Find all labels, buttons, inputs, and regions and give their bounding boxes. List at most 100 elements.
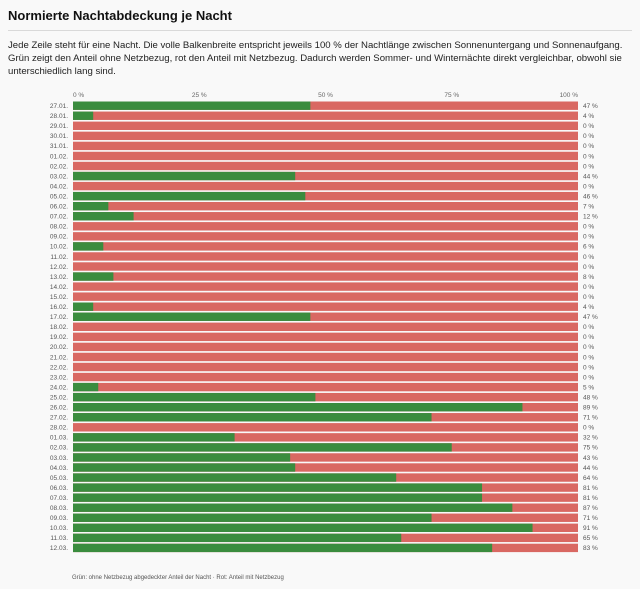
- value-label: 0 %: [583, 143, 594, 150]
- row-label: 28.01.: [50, 113, 68, 120]
- bar-grid-share: [73, 282, 578, 291]
- value-label: 44 %: [583, 173, 598, 180]
- value-label: 91 %: [583, 525, 598, 532]
- row-label: 17.02.: [50, 314, 68, 321]
- bar-covered-share: [73, 242, 104, 251]
- row-label: 09.03.: [50, 515, 68, 522]
- row-label: 20.02.: [50, 344, 68, 351]
- row-label: 10.03.: [50, 525, 68, 532]
- bar-covered-share: [73, 513, 432, 522]
- row-label: 30.01.: [50, 133, 68, 140]
- bar-covered-share: [73, 503, 513, 512]
- value-label: 0 %: [583, 163, 594, 170]
- row-label: 13.02.: [50, 274, 68, 281]
- bar-grid-share: [73, 433, 578, 442]
- bar-grid-share: [73, 252, 578, 261]
- row-label: 19.02.: [50, 334, 68, 341]
- row-label: 15.02.: [50, 294, 68, 301]
- value-label: 0 %: [583, 334, 594, 341]
- bar-grid-share: [73, 292, 578, 301]
- bar-covered-share: [73, 191, 306, 201]
- row-label: 12.03.: [50, 545, 68, 552]
- bar-covered-share: [73, 443, 452, 452]
- row-label: 04.02.: [50, 183, 68, 190]
- bar-covered-share: [73, 493, 483, 502]
- x-tick-label: 75 %: [444, 92, 459, 99]
- x-tick-label: 25 %: [192, 92, 207, 99]
- value-label: 0 %: [583, 324, 594, 331]
- bar-grid-share: [73, 453, 578, 462]
- value-label: 48 %: [583, 394, 598, 401]
- x-tick-label: 50 %: [318, 92, 333, 99]
- value-label: 0 %: [583, 364, 594, 371]
- bar-grid-share: [73, 131, 578, 141]
- bar-covered-share: [73, 272, 114, 281]
- bar-grid-share: [73, 372, 578, 382]
- value-label: 0 %: [583, 133, 594, 140]
- row-label: 02.02.: [50, 163, 68, 170]
- value-label: 32 %: [583, 435, 598, 442]
- row-label: 06.02.: [50, 204, 68, 211]
- value-label: 0 %: [583, 344, 594, 351]
- row-label: 28.02.: [50, 425, 68, 432]
- bar-grid-share: [73, 262, 578, 271]
- bar-covered-share: [73, 533, 402, 543]
- row-label: 18.02.: [50, 324, 68, 331]
- bar-grid-share: [73, 392, 578, 402]
- value-label: 75 %: [583, 445, 598, 452]
- row-label: 03.03.: [50, 455, 68, 462]
- bar-grid-share: [73, 141, 578, 151]
- row-label: 27.01.: [50, 103, 68, 110]
- row-label: 10.02.: [50, 244, 68, 251]
- bar-grid-share: [73, 202, 578, 211]
- bar-grid-share: [73, 171, 578, 181]
- value-label: 7 %: [583, 204, 594, 211]
- value-label: 46 %: [583, 193, 598, 200]
- row-label: 08.03.: [50, 505, 68, 512]
- bar-grid-share: [73, 101, 578, 110]
- value-label: 6 %: [583, 244, 594, 251]
- value-label: 81 %: [583, 485, 598, 492]
- row-label: 23.02.: [50, 374, 68, 381]
- bar-grid-share: [73, 332, 578, 342]
- row-label: 07.03.: [50, 495, 68, 502]
- bar-covered-share: [73, 101, 311, 110]
- bar-covered-share: [73, 171, 296, 181]
- row-label: 08.02.: [50, 224, 68, 231]
- bar-covered-share: [73, 392, 316, 402]
- bar-covered-share: [73, 312, 311, 321]
- row-label: 05.02.: [50, 193, 68, 200]
- row-label: 16.02.: [50, 304, 68, 311]
- row-label: 01.02.: [50, 153, 68, 160]
- bar-covered-share: [73, 212, 134, 221]
- bar-grid-share: [73, 181, 578, 191]
- value-label: 71 %: [583, 415, 598, 422]
- value-label: 0 %: [583, 354, 594, 361]
- value-label: 12 %: [583, 214, 598, 221]
- row-label: 09.02.: [50, 234, 68, 241]
- value-label: 5 %: [583, 384, 594, 391]
- row-label: 05.03.: [50, 475, 68, 482]
- value-label: 71 %: [583, 515, 598, 522]
- bar-covered-share: [73, 543, 493, 553]
- row-label: 01.03.: [50, 435, 68, 442]
- chart-description: Jede Zeile steht für eine Nacht. Die vol…: [8, 40, 623, 77]
- value-label: 0 %: [583, 374, 594, 381]
- bar-covered-share: [73, 463, 296, 472]
- row-label: 02.03.: [50, 445, 68, 452]
- row-label: 22.02.: [50, 364, 68, 371]
- value-label: 8 %: [583, 274, 594, 281]
- chart-footnote: Grün: ohne Netzbezug abgedeckter Anteil …: [72, 575, 284, 581]
- bar-grid-share: [73, 362, 578, 372]
- x-tick-label: 100 %: [560, 92, 579, 99]
- value-label: 44 %: [583, 465, 598, 472]
- bar-grid-share: [73, 342, 578, 352]
- value-label: 0 %: [583, 294, 594, 301]
- value-label: 47 %: [583, 314, 598, 321]
- bar-grid-share: [73, 151, 578, 161]
- bar-grid-share: [73, 121, 578, 130]
- bar-grid-share: [73, 423, 578, 432]
- bar-grid-share: [73, 302, 578, 311]
- row-label: 06.03.: [50, 485, 68, 492]
